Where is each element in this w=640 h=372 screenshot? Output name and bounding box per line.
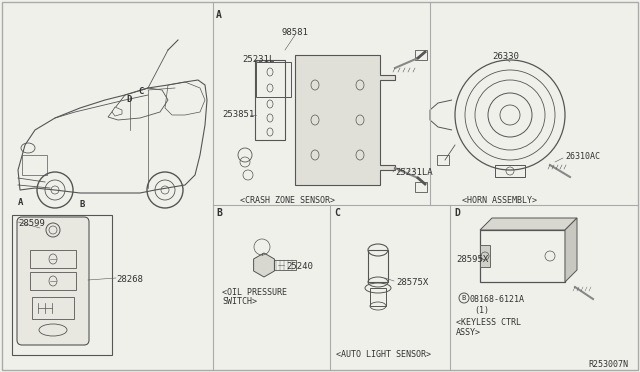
Polygon shape xyxy=(295,55,395,185)
Text: A: A xyxy=(18,198,24,207)
Bar xyxy=(32,297,74,319)
Text: 28599: 28599 xyxy=(18,219,45,228)
Bar xyxy=(30,272,76,290)
Text: D: D xyxy=(454,208,460,218)
Text: <AUTO LIGHT SENSOR>: <AUTO LIGHT SENSOR> xyxy=(336,350,431,359)
Bar xyxy=(415,182,427,192)
Bar xyxy=(22,155,47,175)
Text: R253007N: R253007N xyxy=(588,360,628,369)
Text: 28595X: 28595X xyxy=(456,255,488,264)
Text: 26330: 26330 xyxy=(492,52,519,61)
Text: 26310AC: 26310AC xyxy=(565,152,600,161)
Text: 25240: 25240 xyxy=(286,262,313,271)
Text: ASSY>: ASSY> xyxy=(456,328,481,337)
Polygon shape xyxy=(253,253,275,277)
Polygon shape xyxy=(112,107,122,116)
Text: 253851: 253851 xyxy=(222,110,254,119)
Text: (1): (1) xyxy=(474,306,489,315)
Text: 25231LA: 25231LA xyxy=(395,168,433,177)
Bar xyxy=(255,60,285,140)
Bar xyxy=(30,250,76,268)
Text: SWITCH>: SWITCH> xyxy=(222,297,257,306)
Text: <KEYLESS CTRL: <KEYLESS CTRL xyxy=(456,318,521,327)
Polygon shape xyxy=(480,218,577,230)
Text: 98581: 98581 xyxy=(282,28,309,37)
Bar xyxy=(495,165,525,177)
Polygon shape xyxy=(565,218,577,282)
Text: <CRASH ZONE SENSOR>: <CRASH ZONE SENSOR> xyxy=(240,196,335,205)
Text: B: B xyxy=(80,200,85,209)
Text: D: D xyxy=(126,95,131,104)
Text: B: B xyxy=(462,295,466,301)
Text: 08168-6121A: 08168-6121A xyxy=(470,295,525,304)
Bar xyxy=(437,155,449,165)
Text: B: B xyxy=(216,208,222,218)
Bar xyxy=(415,50,427,60)
Text: C: C xyxy=(334,208,340,218)
Bar xyxy=(256,62,291,97)
Text: <OIL PRESSURE: <OIL PRESSURE xyxy=(222,288,287,297)
Bar xyxy=(274,260,296,270)
Bar xyxy=(368,250,388,282)
FancyBboxPatch shape xyxy=(17,217,89,345)
Text: C: C xyxy=(138,87,143,96)
Text: <HORN ASSEMBLY>: <HORN ASSEMBLY> xyxy=(462,196,537,205)
Text: 28268: 28268 xyxy=(116,275,143,284)
Bar xyxy=(480,245,490,267)
Bar xyxy=(12,215,112,355)
Bar xyxy=(480,230,565,282)
Text: 25231L: 25231L xyxy=(242,55,275,64)
Bar xyxy=(370,288,386,306)
Text: 28575X: 28575X xyxy=(396,278,428,287)
Text: A: A xyxy=(216,10,222,20)
